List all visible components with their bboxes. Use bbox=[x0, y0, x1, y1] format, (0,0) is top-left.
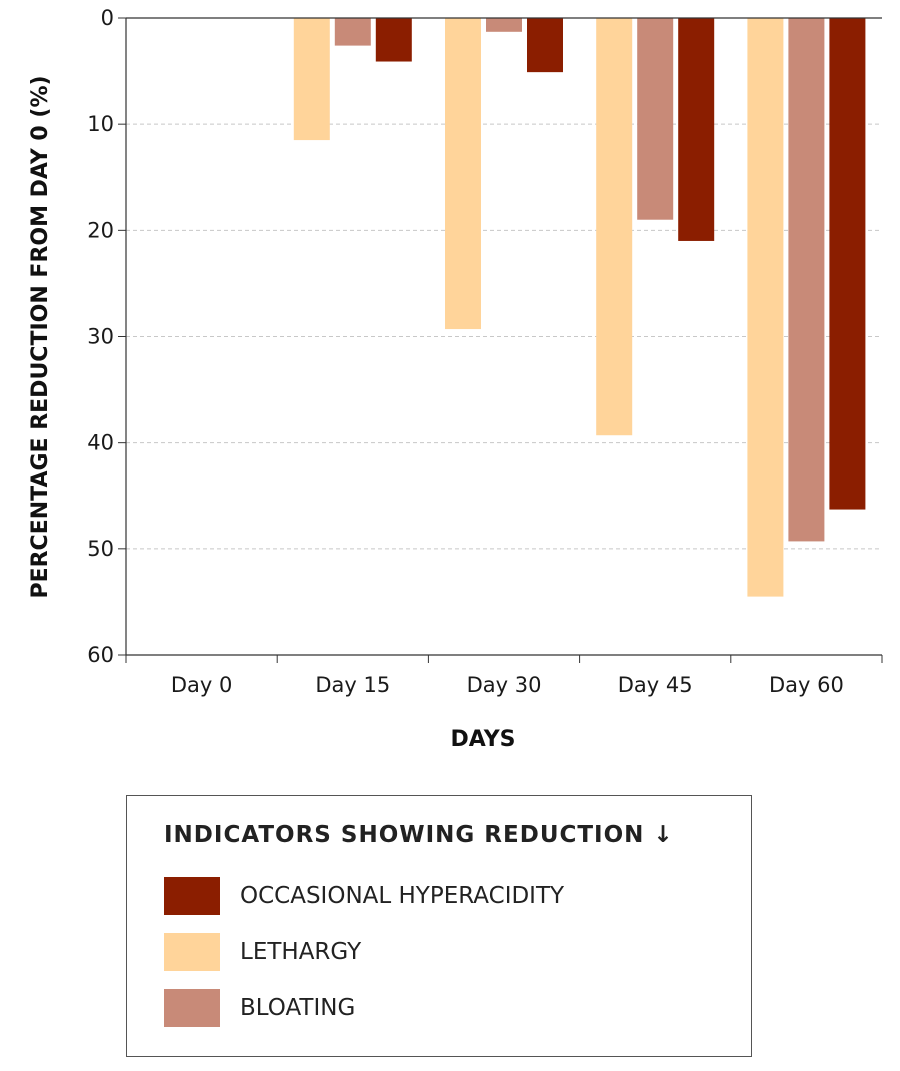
x-axis-title: DAYS bbox=[451, 727, 516, 752]
legend-swatch-bloating bbox=[164, 989, 220, 1027]
bar-occasional-hyperacidity-day-45 bbox=[678, 18, 715, 241]
legend: INDICATORS SHOWING REDUCTION ↓ OCCASIONA… bbox=[126, 795, 752, 1057]
y-tick-label: 20 bbox=[87, 218, 114, 242]
legend-label-lethargy: LETHARGY bbox=[240, 939, 362, 965]
legend-swatch-lethargy bbox=[164, 933, 220, 971]
y-tick-label: 0 bbox=[101, 6, 114, 30]
x-tick-label: Day 60 bbox=[769, 673, 844, 697]
y-tick-label: 30 bbox=[87, 325, 114, 349]
bar-lethargy-day-15 bbox=[293, 18, 330, 141]
y-tick-label: 10 bbox=[87, 112, 114, 136]
y-tick-label: 60 bbox=[87, 643, 114, 667]
y-axis-title: PERCENTAGE REDUCTION FROM DAY 0 (%) bbox=[28, 75, 53, 598]
axes bbox=[118, 17, 883, 663]
legend-item-hyperacidity: OCCASIONAL HYPERACIDITY bbox=[164, 877, 564, 915]
bar-lethargy-day-45 bbox=[596, 18, 633, 436]
bar-bloating-day-15 bbox=[334, 18, 371, 46]
bar-chart: 0 10 20 30 40 50 60 Day 0 Day 15 Day 30 Day 45 Day … bbox=[28, 6, 883, 752]
y-tick-label: 50 bbox=[87, 537, 114, 561]
x-tick-label: Day 30 bbox=[467, 673, 542, 697]
legend-title: INDICATORS SHOWING REDUCTION ↓ bbox=[164, 822, 674, 848]
legend-label-bloating: BLOATING bbox=[240, 995, 356, 1021]
bar-lethargy-day-30 bbox=[445, 18, 481, 330]
legend-item-lethargy: LETHARGY bbox=[164, 933, 361, 971]
legend-swatch-hyperacidity bbox=[164, 877, 220, 915]
x-tick-label: Day 0 bbox=[171, 673, 233, 697]
bar-bloating-day-30 bbox=[486, 18, 522, 32]
bar-lethargy-day-60 bbox=[747, 18, 784, 597]
x-tick-label: Day 15 bbox=[315, 673, 390, 697]
legend-label-hyperacidity: OCCASIONAL HYPERACIDITY bbox=[240, 883, 565, 909]
y-tick-label: 40 bbox=[87, 431, 114, 455]
x-tick-label: Day 45 bbox=[618, 673, 693, 697]
bar-occasional-hyperacidity-day-15 bbox=[375, 18, 412, 62]
legend-item-bloating: BLOATING bbox=[164, 989, 355, 1027]
tick-labels: 0 10 20 30 40 50 60 Day 0 Day 15 Day 30 Day 45 Day … bbox=[87, 6, 844, 697]
bar-bloating-day-45 bbox=[637, 18, 674, 220]
bars bbox=[293, 18, 866, 597]
bar-bloating-day-60 bbox=[788, 18, 825, 542]
bar-occasional-hyperacidity-day-30 bbox=[527, 18, 563, 73]
bar-occasional-hyperacidity-day-60 bbox=[829, 18, 866, 510]
